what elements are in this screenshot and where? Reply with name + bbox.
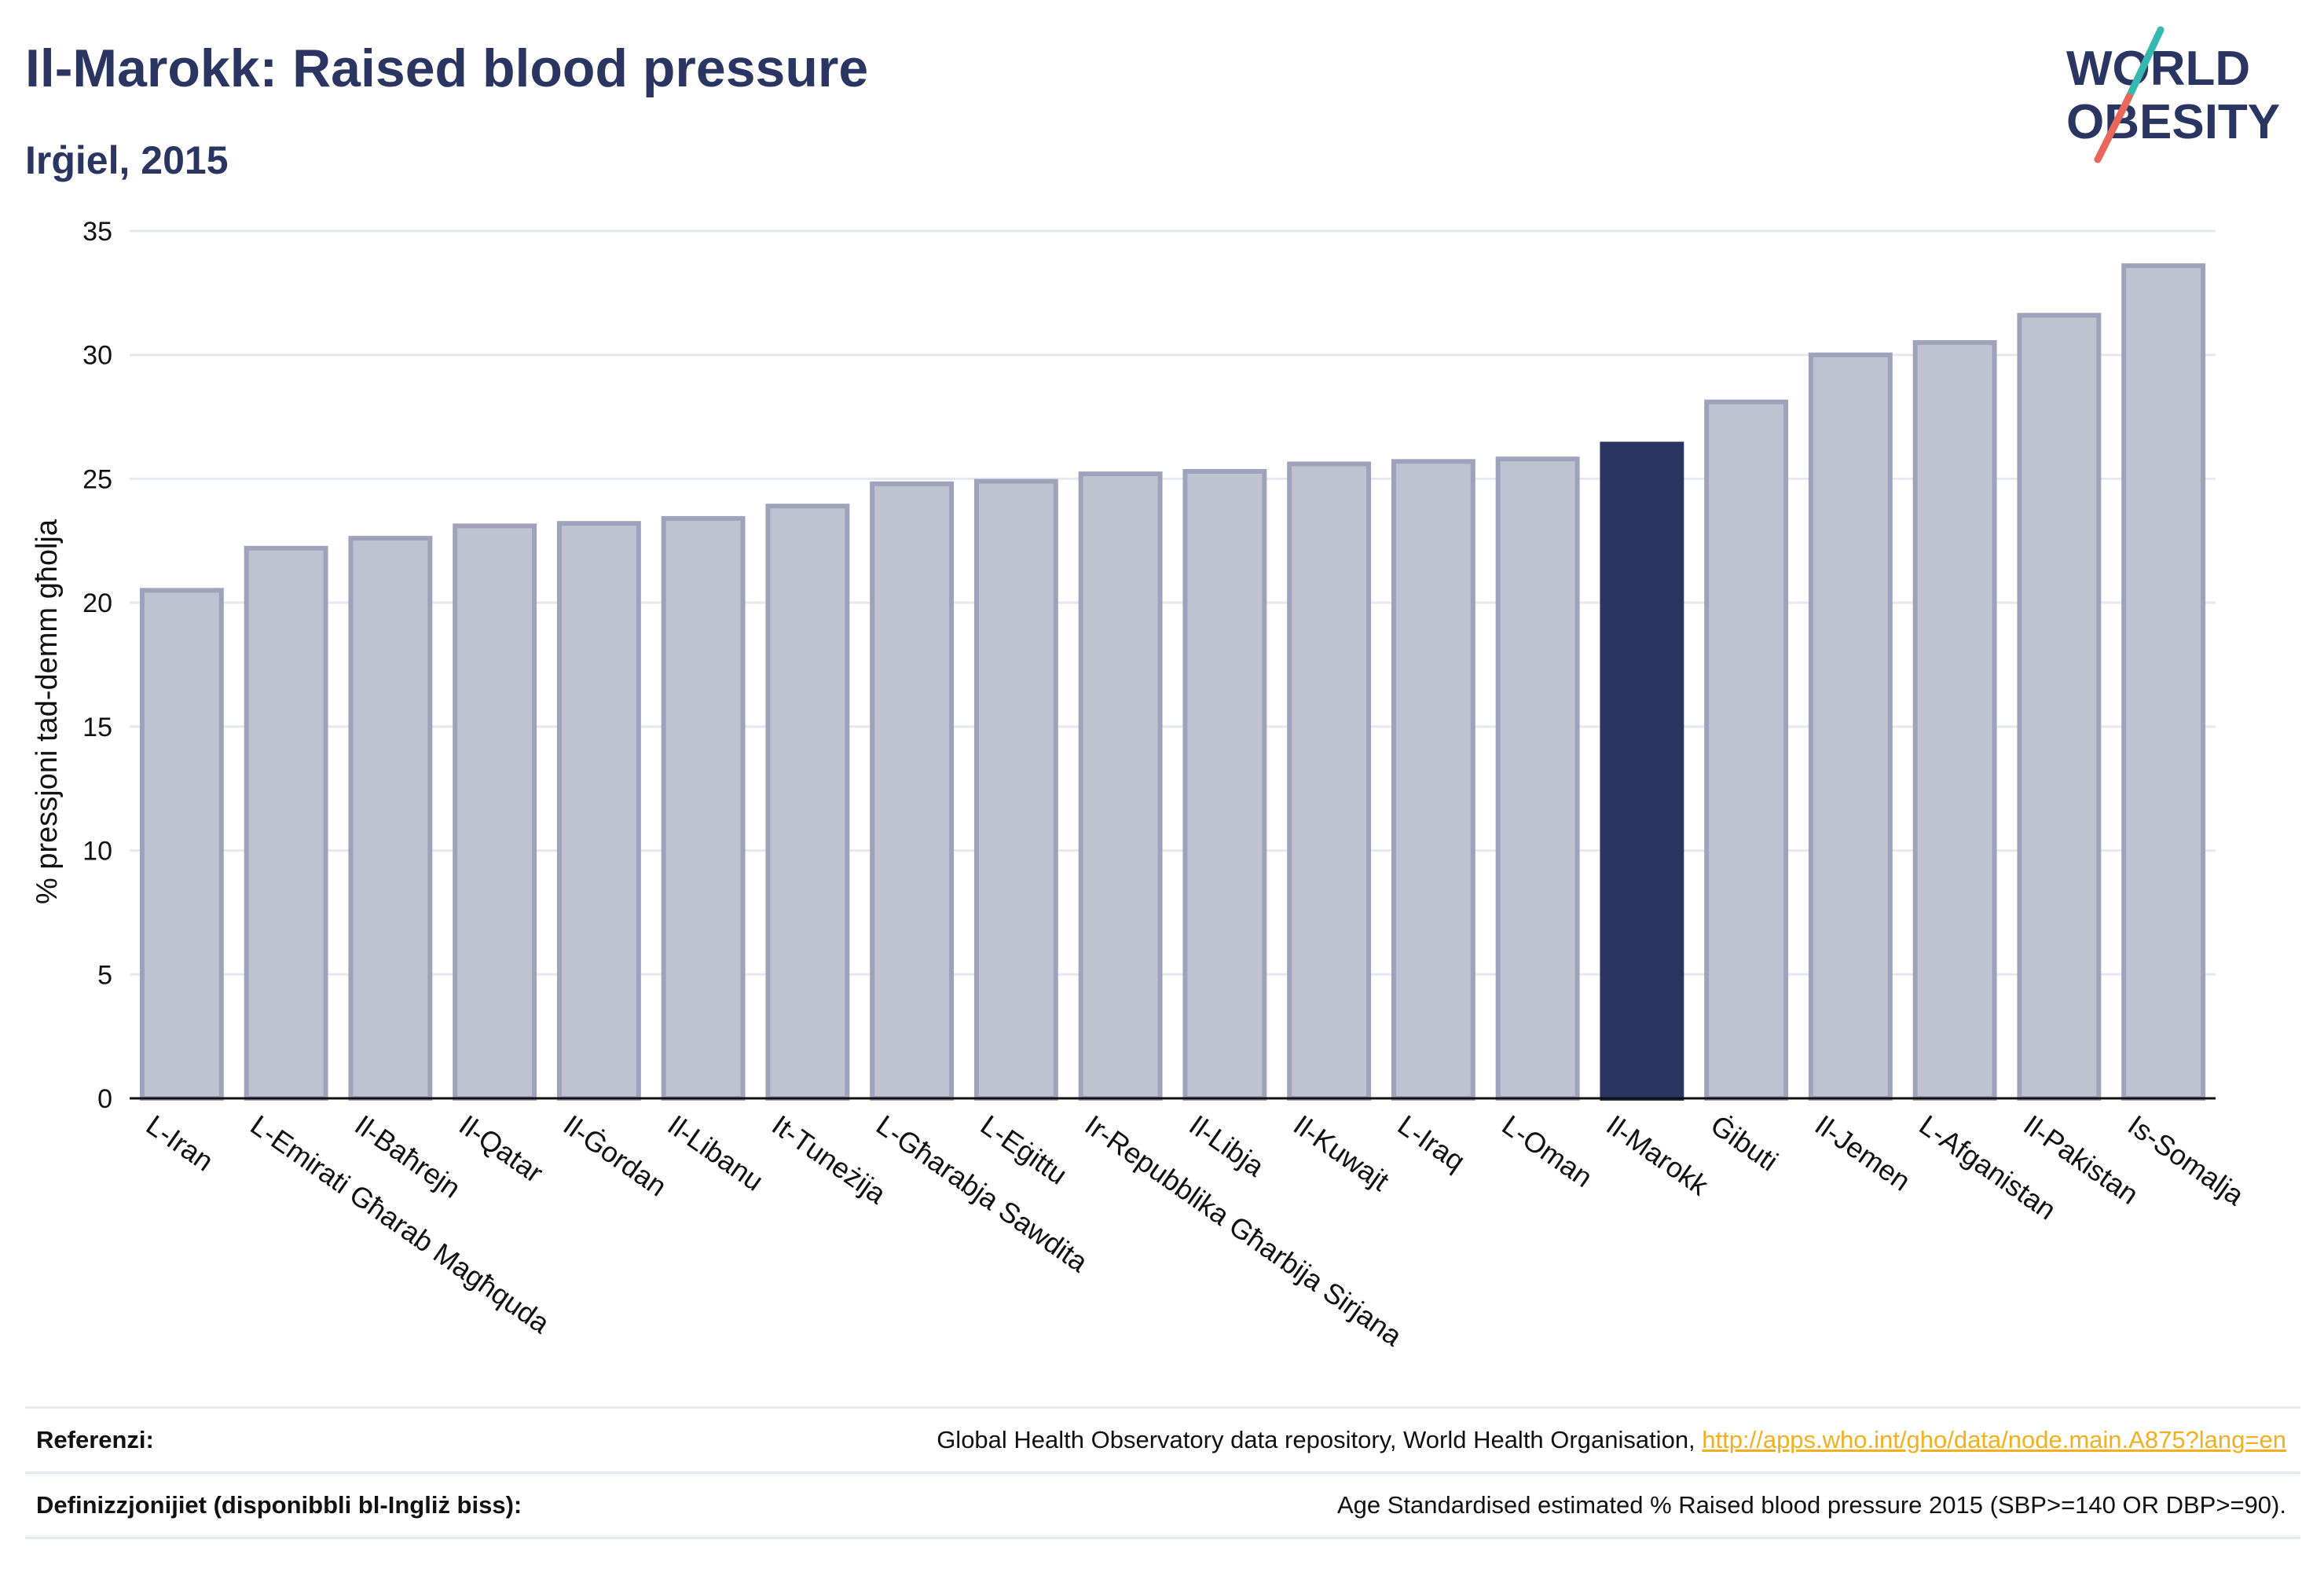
y-tick-label: 30 [82,341,112,371]
bar [139,588,224,1101]
y-tick-label: 20 [82,588,112,618]
bar [1391,459,1475,1101]
bar [1182,468,1267,1101]
definition-label: Definizzjonijiet (disponibbli bl-Ingliż … [36,1491,522,1519]
bar [556,521,641,1101]
bar [1808,352,1893,1101]
logo-line-2: OBESITY [2066,95,2280,149]
y-tick-label: 10 [82,837,112,867]
y-tick-label: 0 [97,1084,112,1114]
definition-text: Age Standardised estimated % Raised bloo… [1336,1491,2286,1519]
bar [765,504,850,1101]
x-tick-label: Il-Kuwajt [1288,1109,1395,1197]
references-table: Referenzi: Global Health Observatory dat… [25,1406,2300,1539]
x-tick-label: Il-Libanu [662,1109,770,1197]
source-label: Referenzi: [36,1426,154,1453]
x-tick-label: It-Tuneżija [766,1109,893,1211]
y-tick-label: 35 [82,217,112,247]
chart-title: Il-Marokk: Raised blood pressure [25,38,869,98]
source-row: Referenzi: Global Health Observatory dat… [25,1406,2300,1472]
y-tick-label: 5 [97,960,112,990]
bar [1912,339,1997,1101]
x-tick-label: Il-Jemen [1809,1109,1917,1197]
bar [453,523,537,1101]
bar [1078,471,1163,1101]
bar [661,515,746,1101]
bar [2121,263,2206,1101]
x-tick-label: Il-Qatar [453,1109,549,1189]
definition-row: Definizzjonijiet (disponibbli bl-Ingliż … [25,1472,2300,1539]
chart-subtitle: Irġiel, 2015 [25,138,229,182]
source-text: Global Health Observatory data repositor… [937,1426,1703,1453]
bar [348,536,433,1101]
x-tick-label: Il-Ġordan [558,1109,673,1203]
x-tick-label: Is-Somalja [2122,1109,2251,1212]
y-axis-label: % pressjoni tad-demm għolja [31,519,64,904]
x-tick-label: L-Oman [1497,1109,1599,1193]
bar-chart: 0 5 10 15 20 25 30 35 % pressjoni tad-demm għolj… [31,217,2251,1353]
bar [973,478,1058,1101]
bar [1287,461,1372,1101]
bar [1704,399,1789,1101]
bar [870,481,955,1101]
bar [2017,313,2102,1101]
logo-slash-teal [2125,26,2165,101]
x-tick-label: L-Iran [141,1109,220,1178]
world-obesity-logo: WORLD OBESITY [2066,26,2280,163]
bar [1495,456,1580,1101]
x-tick-label: Il-Marokk [1600,1109,1715,1202]
bar [1600,442,1684,1101]
source-link[interactable]: http://apps.who.int/gho/data/node.main.A… [1702,1426,2286,1453]
bar [244,545,328,1101]
x-tick-label: Ġibuti [1705,1109,1784,1178]
x-tick-label: Il-Libja [1183,1109,1270,1183]
y-tick-label: 15 [82,713,112,742]
logo-line-1: WORLD [2066,42,2250,96]
logo-slash-red [2094,93,2133,163]
x-tick-label: L-Iraq [1392,1109,1472,1178]
source-value: Global Health Observatory data repositor… [937,1426,2300,1454]
y-tick-label: 25 [82,464,112,494]
